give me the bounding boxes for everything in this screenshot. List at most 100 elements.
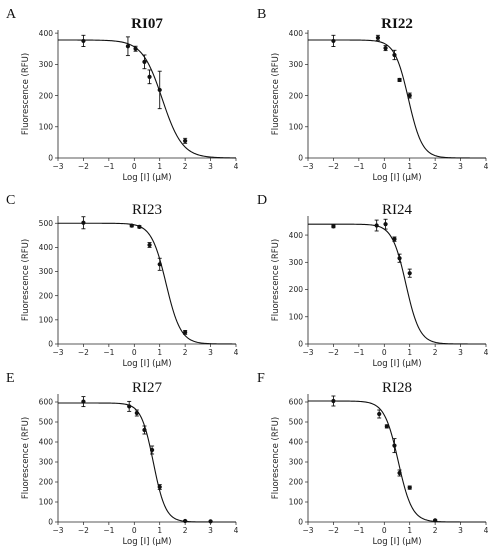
panel-f: F RI28 −3 −2 −1 0 1 2 3 4 0 100 200 300 400 500 600 Log [… [257, 371, 489, 547]
panel-letter: F [257, 371, 265, 386]
x-tick-label: 2 [433, 348, 438, 357]
data-point [157, 257, 162, 271]
x-tick-label: 1 [157, 526, 162, 535]
data-marker [375, 35, 381, 40]
data-marker [208, 519, 213, 524]
x-tick-label: 3 [208, 348, 213, 357]
y-tick-label: 600 [39, 398, 54, 407]
panel-b: B RI22 −3 −2 −1 0 1 2 3 4 0 100 200 300 400 Log [I] (μM… [257, 7, 489, 183]
x-tick-label: 3 [208, 162, 213, 171]
data-point [81, 216, 86, 230]
data-marker [183, 518, 188, 524]
data-marker [157, 87, 162, 93]
y-tick-label: 200 [39, 291, 54, 300]
data-point [407, 92, 412, 99]
x-axis-label: Log [I] (μM) [122, 173, 171, 183]
x-axis-label: Log [I] (μM) [122, 359, 171, 369]
x-axis-label: Log [I] (μM) [122, 537, 171, 547]
y-tick-label: 200 [289, 478, 304, 487]
data-point [392, 438, 397, 454]
x-tick-label: 1 [157, 162, 162, 171]
data-marker [133, 46, 138, 51]
data-point [183, 137, 188, 144]
panel-letter: C [6, 193, 15, 208]
data-marker [392, 52, 397, 58]
y-axis-label: Fluorescence (RFU) [271, 53, 281, 135]
data-marker [157, 484, 162, 490]
x-tick-label: 3 [458, 162, 463, 171]
data-point [142, 54, 147, 70]
data-marker [129, 223, 134, 228]
x-tick-label: −1 [353, 162, 364, 171]
x-tick-label: −2 [328, 348, 339, 357]
fit-curve [308, 39, 486, 159]
panel-a: A RI07 −3 −2 −1 0 1 2 3 4 0 100 200 300 400 Log [I] (μM… [6, 7, 239, 183]
y-axis-label: Fluorescence (RFU) [21, 53, 31, 135]
data-marker [125, 44, 131, 49]
y-tick-label: 200 [39, 478, 54, 487]
data-point [433, 518, 438, 523]
x-tick-label: 0 [382, 526, 387, 535]
data-marker [147, 74, 152, 79]
data-point [374, 219, 379, 232]
x-tick-label: 0 [132, 162, 137, 171]
y-tick-label: 200 [289, 285, 304, 294]
data-marker [142, 59, 147, 64]
data-point [157, 484, 162, 490]
x-tick-label: 0 [382, 162, 387, 171]
x-tick-label: 0 [132, 348, 137, 357]
data-point [392, 236, 397, 242]
x-tick-label: −3 [52, 526, 63, 535]
data-point [397, 469, 402, 477]
x-tick-label: 4 [484, 348, 489, 357]
x-tick-label: −1 [353, 526, 364, 535]
x-tick-label: 4 [234, 348, 239, 357]
x-tick-label: 0 [132, 526, 137, 535]
data-marker [392, 443, 397, 448]
x-tick-label: 3 [458, 348, 463, 357]
data-marker [407, 271, 412, 276]
data-point [183, 330, 188, 335]
panel-e: E RI27 −3 −2 −1 0 1 2 3 4 0 100 200 300 400 500 600 Log [… [6, 371, 239, 547]
data-marker [142, 427, 147, 433]
panel-letter: E [6, 371, 15, 386]
x-tick-label: 4 [234, 162, 239, 171]
data-point [331, 395, 336, 407]
data-point [392, 49, 397, 61]
data-point [375, 34, 381, 41]
y-tick-label: 300 [39, 267, 54, 276]
x-tick-label: −2 [78, 348, 89, 357]
data-marker [392, 237, 397, 242]
x-tick-label: 2 [433, 526, 438, 535]
chart-title: RI24 [382, 202, 413, 218]
x-tick-label: 0 [382, 348, 387, 357]
data-marker [383, 46, 388, 51]
x-axis-label: Log [I] (μM) [372, 359, 421, 369]
data-point [183, 518, 188, 524]
x-tick-label: −1 [103, 162, 114, 171]
panel-letter: B [257, 7, 266, 22]
data-point [147, 242, 152, 248]
data-point [147, 69, 152, 85]
data-point [142, 425, 147, 435]
y-tick-label: 400 [39, 438, 54, 447]
data-point [129, 223, 134, 228]
data-point [383, 45, 388, 52]
y-tick-label: 400 [39, 243, 54, 252]
data-point [134, 409, 139, 417]
data-marker [383, 222, 388, 227]
y-tick-label: 300 [289, 458, 304, 467]
x-tick-label: −3 [302, 526, 313, 535]
data-marker [407, 93, 412, 98]
panel-letter: D [257, 193, 267, 208]
data-marker [397, 470, 402, 476]
data-point [377, 409, 382, 419]
x-tick-label: −3 [52, 162, 63, 171]
y-tick-label: 0 [48, 518, 53, 527]
data-marker [384, 424, 389, 429]
data-point [397, 253, 402, 263]
data-marker [331, 38, 336, 44]
fit-curve [58, 39, 237, 159]
y-tick-label: 0 [298, 518, 303, 527]
